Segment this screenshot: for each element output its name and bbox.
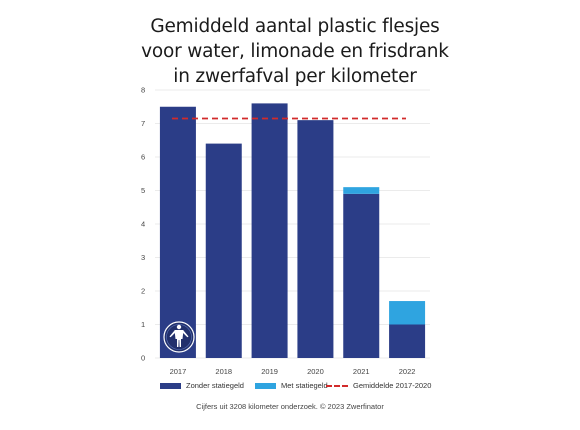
legend: Zonder statiegeld Met statiegeld Gemidde… [160,381,450,395]
legend-item-zonder-statiegeld: Zonder statiegeld [160,381,244,390]
chart-title-line-2: voor water, limonade en frisdrank [141,41,449,62]
y-tick-label-0: 0 [141,354,145,363]
bar-2021-series-0 [343,193,380,358]
bars [159,103,426,359]
y-tick-label-8: 8 [141,86,145,95]
x-tick-label-2022: 2022 [399,367,416,376]
x-tick-label-2019: 2019 [261,367,278,376]
y-tick-label-5: 5 [141,186,145,195]
legend-item-gemiddelde: Gemiddelde 2017-2020 [326,381,431,390]
legend-label-zonder-statiegeld: Zonder statiegeld [186,381,244,390]
axis-labels: 0 1 2 3 4 5 6 7 8 2017 2018 2019 2020 2021 2022 [141,86,415,377]
legend-swatch-met-statiegeld [255,382,276,389]
bar-2020-series-0 [297,120,334,359]
bar-2022-series-0 [389,324,426,358]
y-tick-label-7: 7 [141,119,145,128]
y-tick-label-3: 3 [141,253,145,262]
legend-label-gemiddelde: Gemiddelde 2017-2020 [353,381,432,390]
y-tick-label-4: 4 [141,220,145,229]
y-tick-label-2: 2 [141,287,145,296]
chart-title: Gemiddeld aantal plastic flesjes voor wa… [130,14,460,89]
legend-swatch-gemiddelde [326,384,348,387]
x-tick-label-2021: 2021 [353,367,370,376]
y-tick-label-1: 1 [141,320,145,329]
legend-label-met-statiegeld: Met statiegeld [281,381,328,390]
x-tick-label-2018: 2018 [215,367,232,376]
chart-title-line-1: Gemiddeld aantal plastic flesjes [150,16,440,37]
bar-2019-series-0 [251,103,288,359]
chart-title-line-3: in zwerfafval per kilometer [173,66,417,87]
bar-2017-series-0 [159,106,196,358]
x-tick-label-2020: 2020 [307,367,324,376]
x-tick-label-2017: 2017 [170,367,187,376]
gridlines [155,89,430,359]
bar-2018-series-0 [205,143,242,358]
zwerfinator-logo-icon [163,321,195,353]
y-tick-label-6: 6 [141,153,145,162]
source-note: Cijfers uit 3208 kilometer onderzoek. © … [196,402,384,411]
bar-2022-series-1 [389,301,426,325]
legend-item-met-statiegeld: Met statiegeld [255,381,328,390]
bar-2021-series-1 [343,187,380,194]
legend-swatch-zonder-statiegeld [160,382,181,389]
